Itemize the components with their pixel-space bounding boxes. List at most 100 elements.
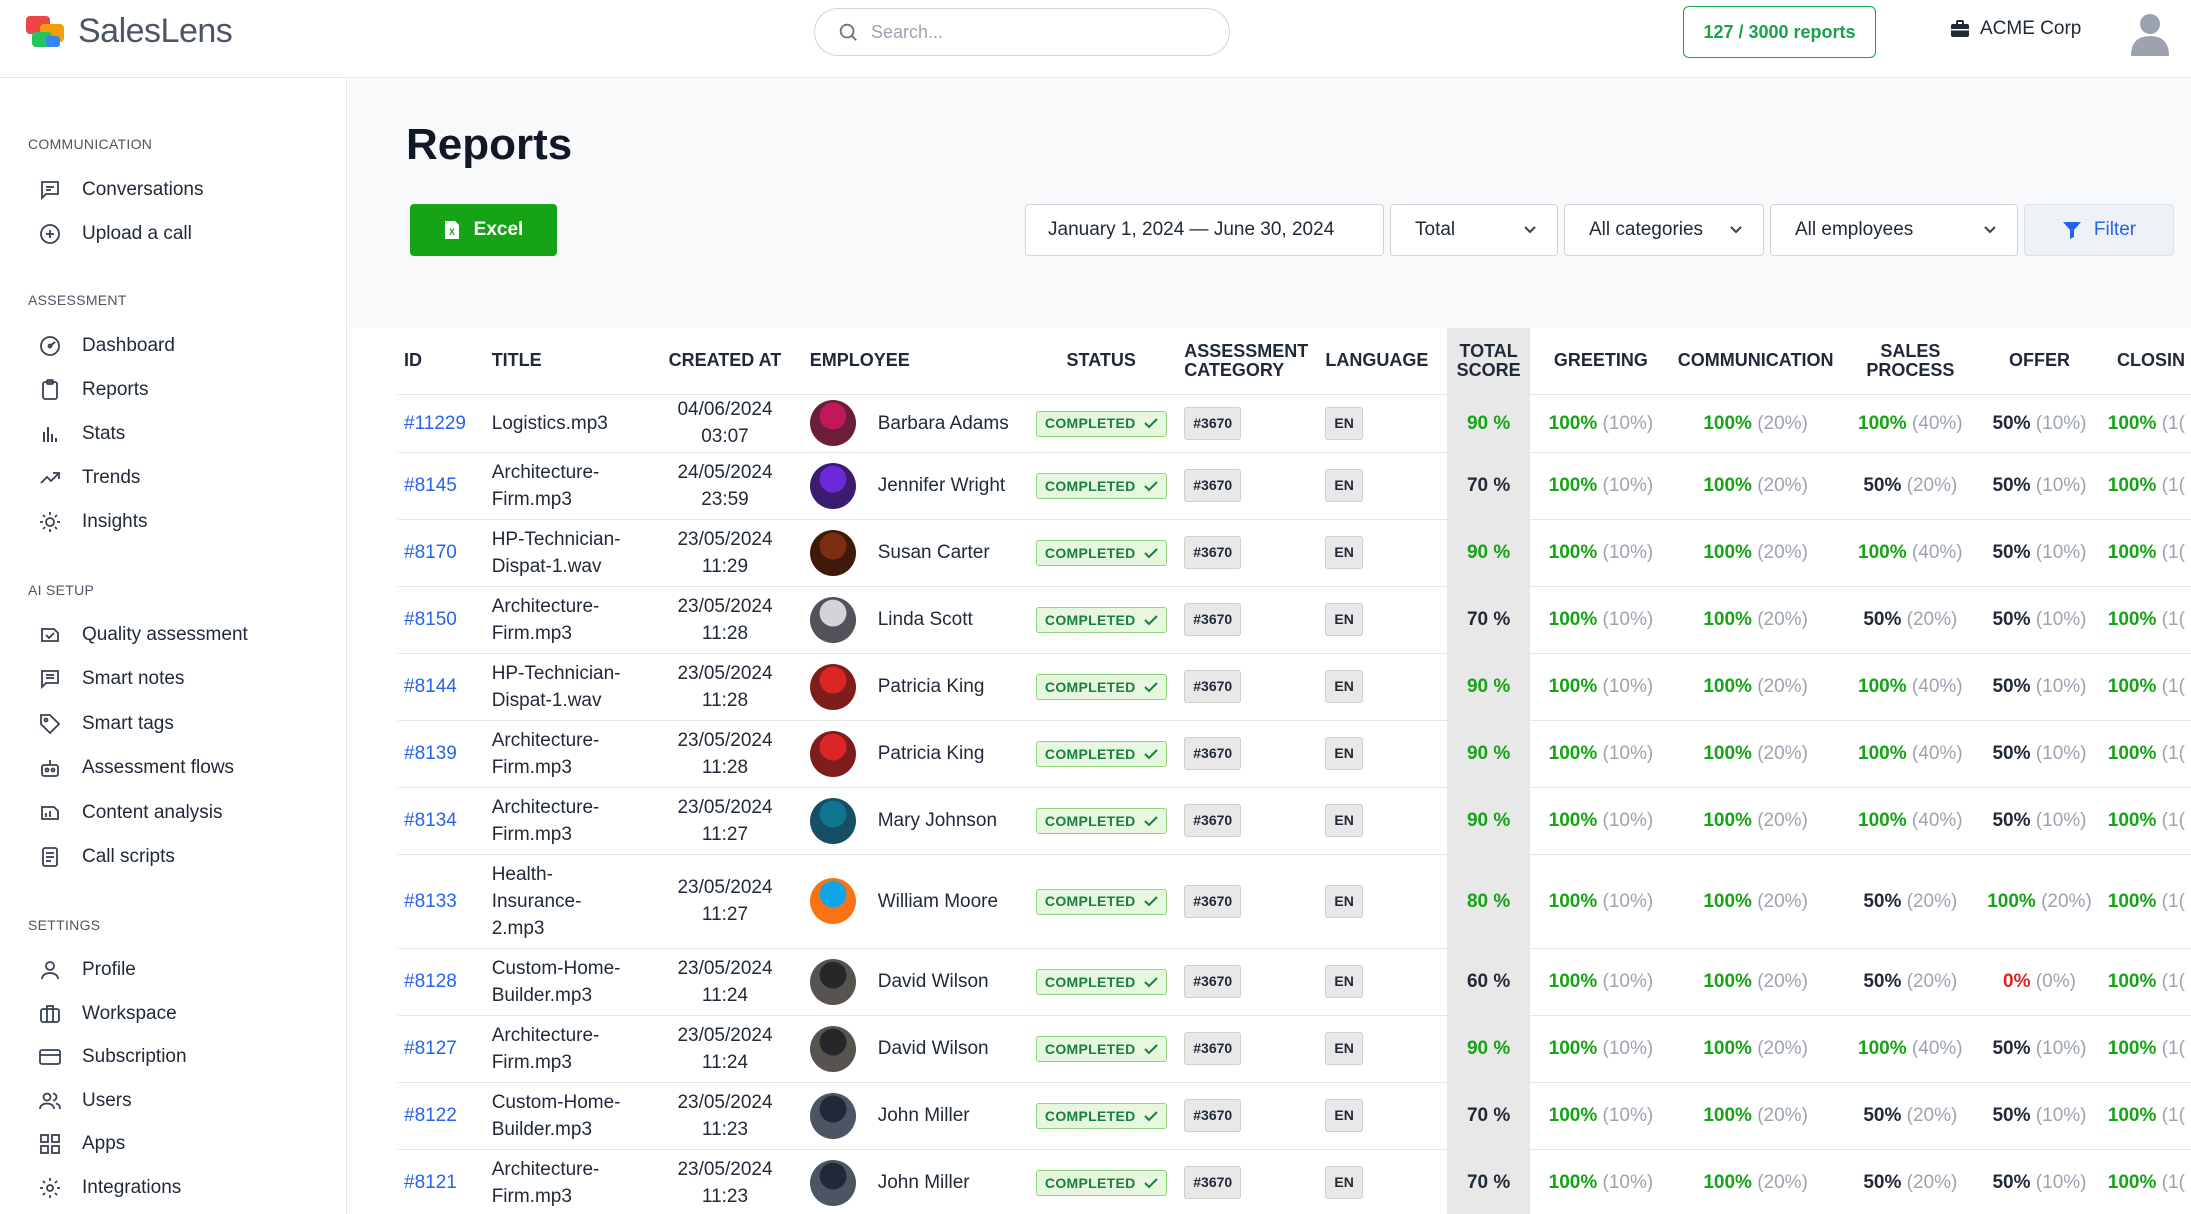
table-row[interactable]: #8121 Architecture- Firm.mp3 23/05/2024 1…	[398, 1149, 2191, 1214]
sidebar-item-users[interactable]: Users	[38, 1089, 132, 1113]
col-sales-process[interactable]: SALES PROCESS	[1839, 328, 1982, 395]
employee-cell[interactable]: Mary Johnson	[809, 797, 1018, 844]
app-logo[interactable]: SalesLens	[26, 12, 233, 51]
report-title-line: Architecture-	[491, 796, 600, 818]
table-row[interactable]: #8128 Custom-Home- Builder.mp3 23/05/2024…	[398, 948, 2191, 1016]
search-input[interactable]	[871, 21, 1201, 43]
sidebar-item-assessment-flows[interactable]: Assessment flows	[38, 756, 234, 780]
bar-chart-icon	[43, 427, 57, 442]
category-badge: #3670	[1184, 804, 1242, 837]
col-employee[interactable]: EMPLOYEE	[803, 328, 1025, 395]
table-row[interactable]: #8139 Architecture- Firm.mp3 23/05/2024 1…	[398, 720, 2191, 788]
communication-score: 100% (20%)	[1671, 519, 1840, 587]
sidebar-item-trends[interactable]: Trends	[38, 466, 140, 490]
excel-export-button[interactable]: X Excel	[410, 204, 557, 256]
col-offer[interactable]: OFFER	[1981, 328, 2098, 395]
score-weight: (20%)	[1757, 676, 1808, 697]
score-value: 100%	[2107, 1172, 2157, 1193]
employee-name: Patricia King	[877, 743, 985, 764]
report-title-line: Health-	[491, 863, 553, 885]
report-id-link[interactable]: #11229	[404, 412, 466, 434]
communication-score: 100% (20%)	[1671, 787, 1840, 855]
sidebar-item-reports[interactable]: Reports	[38, 378, 149, 402]
col-title[interactable]: TITLE	[485, 328, 647, 395]
search-box[interactable]	[814, 8, 1230, 56]
col-closing[interactable]: CLOSIN	[2097, 328, 2191, 395]
report-id-link[interactable]: #8139	[404, 743, 457, 764]
table-row[interactable]: #8134 Architecture- Firm.mp3 23/05/2024 1…	[398, 787, 2191, 855]
logo-icon	[26, 14, 66, 50]
table-row[interactable]: #8150 Architecture- Firm.mp3 23/05/2024 1…	[398, 586, 2191, 654]
report-title-line: Architecture-	[491, 729, 600, 751]
report-id-link[interactable]: #8122	[404, 1105, 457, 1126]
col-greeting[interactable]: GREETING	[1530, 328, 1672, 395]
total-select[interactable]: Total	[1390, 204, 1558, 256]
chevron-down-icon	[1524, 226, 1536, 234]
sidebar-item-insights[interactable]: Insights	[38, 510, 147, 534]
language-badge: EN	[1325, 603, 1363, 636]
sidebar-item-integrations[interactable]: Integrations	[38, 1176, 181, 1200]
col-id[interactable]: ID	[398, 328, 486, 395]
filter-button[interactable]: Filter	[2024, 204, 2174, 256]
sidebar-item-upload-call[interactable]: Upload a call	[38, 222, 192, 246]
report-id-link[interactable]: #8133	[404, 890, 457, 912]
employee-cell[interactable]: David Wilson	[809, 958, 1018, 1005]
col-status[interactable]: STATUS	[1024, 328, 1179, 395]
employee-cell[interactable]: Patricia King	[809, 663, 1018, 710]
sidebar-item-content-analysis[interactable]: Content analysis	[38, 801, 222, 825]
sidebar-item-dashboard[interactable]: Dashboard	[38, 334, 175, 358]
report-id-link[interactable]: #8134	[404, 810, 457, 831]
reports-quota-button[interactable]: 127 / 3000 reports	[1683, 6, 1876, 58]
employees-select[interactable]: All employees	[1770, 204, 2018, 256]
employee-cell[interactable]: Barbara Adams	[809, 400, 1018, 446]
table-row[interactable]: #8133 Health- Insurance- 2.mp3 23/05/2024 …	[398, 854, 2191, 949]
employee-cell[interactable]: John Miller	[809, 1159, 1018, 1206]
greeting-score: 100% (10%)	[1530, 1082, 1672, 1150]
sidebar-item-smart-tags[interactable]: Smart tags	[38, 712, 174, 736]
table-row[interactable]: #8145 Architecture- Firm.mp3 24/05/2024 2…	[398, 452, 2191, 520]
sidebar-item-conversations[interactable]: Conversations	[38, 178, 203, 202]
employee-cell[interactable]: John Miller	[809, 1092, 1018, 1139]
table-row[interactable]: #8170 HP-Technician- Dispat-1.wav 23/05/2…	[398, 519, 2191, 587]
report-id-link[interactable]: #8145	[404, 475, 457, 496]
col-assessment-category[interactable]: ASSESSMENT CATEGORY	[1178, 328, 1320, 395]
table-row[interactable]: #8127 Architecture- Firm.mp3 23/05/2024 1…	[398, 1015, 2191, 1083]
sidebar-item-subscription[interactable]: Subscription	[38, 1045, 187, 1069]
employee-cell[interactable]: William Moore	[809, 878, 1018, 924]
employee-cell[interactable]: Jennifer Wright	[809, 462, 1018, 509]
score-value: 50%	[1992, 1105, 2031, 1126]
sidebar-item-stats[interactable]: Stats	[38, 422, 125, 446]
sales-process-score: 100% (40%)	[1839, 394, 1982, 453]
table-row[interactable]: #11229 Logistics.mp3 04/06/2024 03:07 Ba…	[398, 394, 2191, 453]
report-title: HP-Technician- Dispat-1.wav	[485, 653, 647, 721]
workspace-switcher[interactable]: ACME Corp	[1950, 18, 2081, 40]
report-id-link[interactable]: #8170	[404, 542, 457, 563]
sidebar-item-profile[interactable]: Profile	[38, 958, 136, 982]
table-row[interactable]: #8144 HP-Technician- Dispat-1.wav 23/05/2…	[398, 653, 2191, 721]
categories-select[interactable]: All categories	[1564, 204, 1764, 256]
user-avatar-icon[interactable]	[2130, 12, 2170, 56]
score-weight: (1(	[2161, 676, 2185, 697]
sidebar-item-smart-notes[interactable]: Smart notes	[38, 667, 184, 691]
col-created-at[interactable]: CREATED AT	[646, 328, 804, 395]
employee-cell[interactable]: Linda Scott	[809, 596, 1018, 643]
report-id-link[interactable]: #8150	[404, 609, 457, 630]
report-id-link[interactable]: #8128	[404, 971, 457, 992]
score-value: 100%	[2107, 542, 2157, 563]
report-id-link[interactable]: #8144	[404, 676, 457, 697]
table-row[interactable]: #8122 Custom-Home- Builder.mp3 23/05/2024…	[398, 1082, 2191, 1150]
col-total-score[interactable]: TOTAL SCORE	[1447, 328, 1531, 395]
col-language[interactable]: LANGUAGE	[1319, 328, 1448, 395]
col-communication[interactable]: COMMUNICATION	[1671, 328, 1840, 395]
sidebar-item-call-scripts[interactable]: Call scripts	[38, 845, 175, 869]
date-range-picker[interactable]: January 1, 2024 — June 30, 2024	[1025, 204, 1384, 256]
report-id-link[interactable]: #8127	[404, 1038, 457, 1059]
sidebar-item-apps[interactable]: Apps	[38, 1132, 125, 1156]
employee-cell[interactable]: Patricia King	[809, 730, 1018, 777]
report-id-link[interactable]: #8121	[404, 1172, 457, 1193]
employee-cell[interactable]: David Wilson	[809, 1025, 1018, 1072]
employee-cell[interactable]: Susan Carter	[809, 529, 1018, 576]
sidebar-item-quality-assessment[interactable]: Quality assessment	[38, 623, 248, 647]
sidebar-item-workspace[interactable]: Workspace	[38, 1002, 177, 1026]
employee-avatar	[809, 730, 856, 777]
